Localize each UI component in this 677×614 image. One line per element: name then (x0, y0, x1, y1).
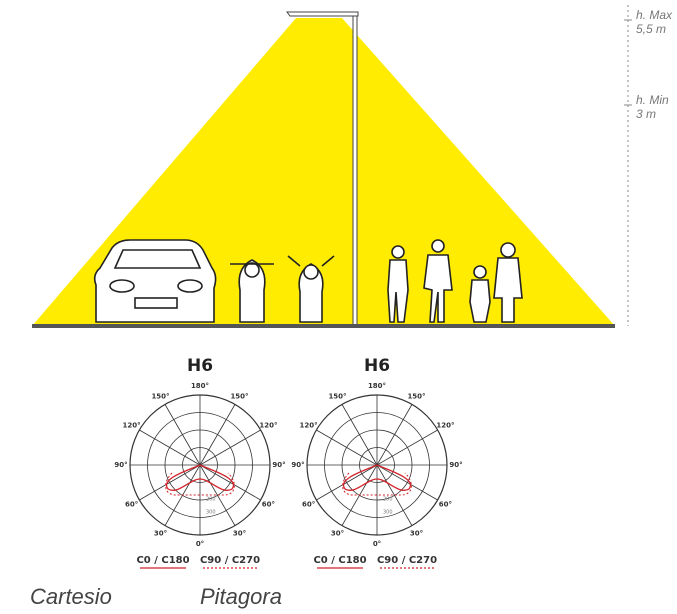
height-label: h. Max (636, 8, 673, 22)
polar-spoke (199, 464, 236, 526)
angle-label: 150° (407, 393, 425, 401)
angle-label: 90° (272, 461, 285, 469)
angle-label: 150° (230, 393, 248, 401)
polar-spoke (376, 429, 438, 466)
motorbike-2 (287, 255, 335, 323)
radial-label: 300 (206, 510, 216, 516)
height-label: h. Min (636, 93, 669, 107)
ground (32, 324, 615, 328)
angle-label: 120° (436, 422, 454, 430)
lamp-head (286, 11, 359, 17)
angle-label: 60° (439, 501, 452, 509)
angle-label: 90° (114, 461, 127, 469)
radial-label: 300 (383, 510, 393, 516)
polar-spoke (376, 464, 413, 526)
polar-spoke (376, 464, 438, 501)
curve-c90 (165, 472, 235, 496)
polar-spoke (164, 404, 201, 466)
angle-label: 30° (410, 529, 423, 537)
angle-label: 180° (191, 382, 209, 390)
curve-c90 (342, 472, 412, 496)
angle-label: 90° (449, 461, 462, 469)
angle-label: 0° (196, 540, 204, 548)
polar-spoke (316, 429, 378, 466)
product-name: Cartesio (30, 584, 112, 609)
pole (352, 12, 358, 327)
polar-spoke (199, 404, 236, 466)
angle-label: 60° (302, 501, 315, 509)
curve-c0 (165, 464, 235, 491)
angle-label: 60° (125, 501, 138, 509)
angle-label: 120° (123, 422, 141, 430)
angle-label: 150° (151, 393, 169, 401)
polar-spoke (199, 464, 261, 501)
legend-c90: C90 / C270 (377, 555, 437, 566)
angle-label: 30° (154, 529, 167, 537)
legend-c90: C90 / C270 (200, 555, 260, 566)
angle-label: 180° (368, 382, 386, 390)
diagram-title: H6 (187, 356, 213, 376)
polar-spoke (341, 404, 378, 466)
motorbike-1 (230, 259, 274, 323)
angle-label: 90° (291, 461, 304, 469)
pedestrians (387, 239, 523, 323)
angle-label: 120° (259, 422, 277, 430)
radial-label: 200 (383, 497, 393, 503)
height-value: 5,5 m (636, 22, 666, 36)
angle-label: 0° (373, 540, 381, 548)
angle-label: 30° (331, 529, 344, 537)
polar-spoke (139, 464, 201, 501)
height-value: 3 m (636, 107, 656, 121)
curve-c0 (342, 464, 412, 491)
polar-spoke (376, 404, 413, 466)
diagram-title: H6 (364, 356, 390, 376)
product-name: Pitagora (200, 584, 282, 609)
polar-spoke (199, 429, 261, 466)
legend-c0: C0 / C180 (136, 555, 189, 566)
car (93, 239, 217, 323)
angle-label: 30° (233, 529, 246, 537)
radial-label: 200 (206, 497, 216, 503)
polar-spoke (139, 429, 201, 466)
angle-label: 150° (328, 393, 346, 401)
angle-label: 60° (262, 501, 275, 509)
legend-c0: C0 / C180 (313, 555, 366, 566)
polar-spoke (316, 464, 378, 501)
angle-label: 120° (300, 422, 318, 430)
